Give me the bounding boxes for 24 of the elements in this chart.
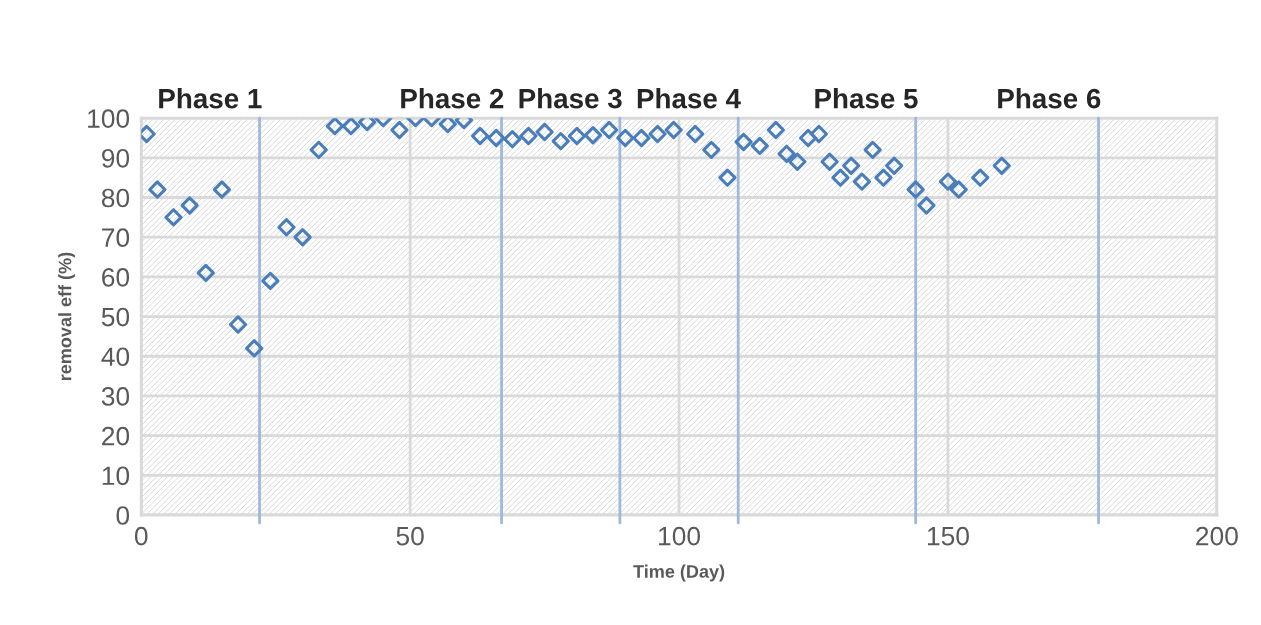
x-axis-title: Time (Day) [633, 564, 725, 582]
x-tick-label: 50 [396, 526, 424, 546]
ref-line-label: Phase 1 [159, 88, 262, 109]
ref-line-label: Phase 4 [637, 88, 741, 109]
y-tick-label: 30 [101, 387, 130, 406]
y-tick-label: 0 [116, 506, 130, 525]
y-tick-label: 60 [102, 268, 130, 287]
ref-line-label: Phase 2 [401, 88, 504, 109]
x-tick-label: 200 [1196, 526, 1238, 546]
y-tick-label: 90 [102, 148, 130, 168]
ref-line-label: Phase 5 [815, 88, 918, 109]
y-tick-label: 100 [88, 109, 130, 128]
y-tick-label: 20 [102, 426, 130, 446]
y-tick-label: 10 [102, 466, 130, 486]
y-tick-label: 70 [102, 228, 130, 248]
y-axis-title: removal eff (%) [58, 252, 75, 381]
x-tick-label: 150 [927, 526, 969, 546]
x-tick-label: 100 [659, 526, 701, 546]
x-tick-label: 0 [134, 526, 148, 546]
y-tick-label: 40 [101, 347, 130, 367]
ref-line-label: Phase 6 [998, 88, 1101, 109]
y-tick-label: 50 [101, 307, 130, 327]
y-tick-label: 80 [101, 188, 130, 208]
ref-line-label: Phase 3 [519, 88, 622, 109]
